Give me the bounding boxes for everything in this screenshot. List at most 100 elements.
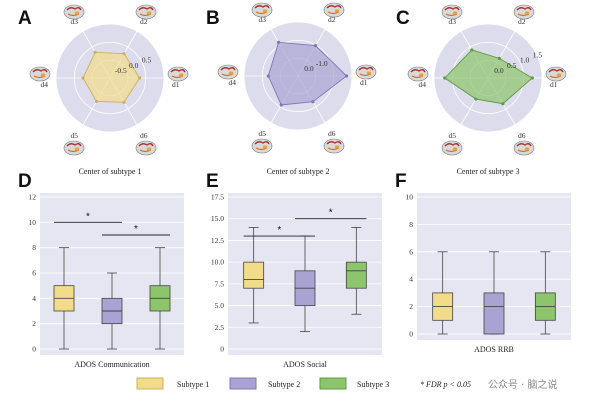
y-tick-label: 6 <box>32 269 36 278</box>
radar-axis-label-d5: d5 <box>259 129 267 138</box>
brain-icon <box>355 64 377 80</box>
radar-point-d1 <box>530 76 534 80</box>
panel-letter-b: B <box>206 8 220 29</box>
x-axis-title: ADOS Communication <box>74 360 149 369</box>
radar-axis-label-d2: d2 <box>328 15 336 24</box>
radar-axis-label-d1: d1 <box>360 78 368 87</box>
radar-axis-label-d6: d6 <box>140 131 148 140</box>
radar-panel-c: C 0.00.51.01.5 d1 d2 d3 d4 d5 d6 Center of subty… <box>396 4 567 176</box>
radar-point-d1 <box>345 74 349 78</box>
box-panel-d: D 0 2 4 6 8 10 12 * * ADOS Communication <box>18 171 184 369</box>
significance-star: * <box>86 211 90 222</box>
radar-point-d6 <box>501 102 505 106</box>
radar-axis-label-d1: d1 <box>550 80 558 89</box>
y-tick-label: 8 <box>32 243 36 252</box>
brain-icon <box>167 66 189 82</box>
radar-axis-label-d5: d5 <box>449 131 457 140</box>
radar-ring-label: 0.0 <box>304 64 314 73</box>
radar-ring-label: 0.0 <box>494 66 504 75</box>
y-tick-label: 8 <box>409 220 413 229</box>
y-tick-label: 0 <box>409 330 413 339</box>
radar-axis-label-d2: d2 <box>140 17 148 26</box>
brain-icon <box>217 64 239 80</box>
radar-point-d4 <box>81 76 85 80</box>
radar-axis-label-d6: d6 <box>328 129 336 138</box>
radar-point-d4 <box>443 76 447 80</box>
y-tick-label: 2 <box>409 302 413 311</box>
radar-axis-label-d3: d3 <box>71 17 79 26</box>
box-subtype3 <box>345 261 367 289</box>
radar-point-d2 <box>122 52 126 56</box>
brain-icon <box>323 138 345 154</box>
radar-point-d3 <box>276 40 281 44</box>
brain-icon <box>63 4 85 20</box>
radar-ring-label: 0.5 <box>142 56 152 65</box>
radar-point-d4 <box>266 74 270 78</box>
box-panels: D 0 2 4 6 8 10 12 * * ADOS Communication E 0 2.5 5.0 7.… <box>18 171 571 369</box>
y-tick-label: 5.0 <box>215 301 225 310</box>
y-tick-label: 4 <box>409 275 413 284</box>
panel-letter-f: F <box>395 171 407 192</box>
panel-letter-c: C <box>396 8 410 29</box>
y-tick-label: 10 <box>29 218 37 227</box>
brain-icon <box>251 138 273 154</box>
radar-ring-label: 1.0 <box>520 56 530 65</box>
y-tick-label: 4 <box>32 294 36 303</box>
y-tick-label: 0 <box>220 345 224 354</box>
y-tick-label: 12 <box>29 193 37 202</box>
radar-panel-b: B 0.0-1.0 d1 d2 d3 d4 d5 d6 Center of subtype 2 <box>206 2 377 176</box>
box-panel-f: F 0 2 4 6 8 10 ADOS RRB <box>395 171 571 354</box>
significance-star: * <box>329 208 333 219</box>
radar-axis-label-d5: d5 <box>71 131 79 140</box>
radar-axis-label-d1: d1 <box>172 80 180 89</box>
significance-star: * <box>277 225 281 236</box>
y-tick-label: 10.0 <box>211 258 224 267</box>
radar-axis-label-d3: d3 <box>259 15 267 24</box>
brain-icon <box>135 4 157 20</box>
radar-panel-a: A -0.50.00.5 d1 d2 d3 d4 d5 d6 Center of subtype… <box>18 4 189 176</box>
panel-letter-a: A <box>18 8 32 29</box>
radar-point-d5 <box>279 103 283 107</box>
brain-icon <box>29 66 51 82</box>
brain-icon <box>441 4 463 20</box>
y-tick-label: 0 <box>32 345 36 354</box>
radar-ring-label: 0.5 <box>507 61 517 70</box>
legend-swatch-subtype-2 <box>229 377 257 390</box>
radar-point-d2 <box>497 56 501 60</box>
box-panel-e: E 0 2.5 5.0 7.5 10.0 12.5 15.0 17.5 * * ADOS Social <box>206 171 382 369</box>
radar-axis-label-d3: d3 <box>449 17 457 26</box>
brain-icon <box>441 140 463 156</box>
radar-point-d3 <box>470 48 474 52</box>
brain-icon <box>513 4 535 20</box>
brain-icon <box>63 140 85 156</box>
brain-icon <box>513 140 535 156</box>
x-axis-title: ADOS RRB <box>474 345 514 354</box>
radar-ring-label: 0.0 <box>129 61 139 70</box>
y-tick-label: 6 <box>409 247 413 256</box>
legend: Subtype 1 Subtype 2 Subtype 3 * FDR p < … <box>136 377 471 390</box>
box-subtype1 <box>243 261 265 289</box>
radar-point-d6 <box>311 100 315 104</box>
y-tick-label: 17.5 <box>211 193 224 202</box>
radar-caption: Center of subtype 2 <box>267 167 330 176</box>
y-tick-label: 10 <box>406 193 414 202</box>
radar-axis-label-d4: d4 <box>41 80 49 89</box>
radar-point-d5 <box>94 99 99 103</box>
radar-point-d3 <box>93 50 97 54</box>
legend-swatch-subtype-3 <box>319 377 347 390</box>
radar-ring-label: 1.5 <box>533 50 543 59</box>
radar-axis-label-d4: d4 <box>419 80 427 89</box>
radar-point-d5 <box>474 97 478 101</box>
legend-swatch-subtype-1 <box>136 377 164 390</box>
x-axis-title: ADOS Social <box>283 360 328 369</box>
brain-icon <box>407 66 429 82</box>
y-tick-label: 2.5 <box>215 323 225 332</box>
y-tick-label: 7.5 <box>215 279 225 288</box>
significance-star: * <box>134 224 138 235</box>
legend-label-subtype-3: Subtype 3 <box>357 380 389 389</box>
panel-letter-d: D <box>18 171 32 192</box>
brain-icon <box>135 140 157 156</box>
legend-label-subtype-2: Subtype 2 <box>268 380 300 389</box>
